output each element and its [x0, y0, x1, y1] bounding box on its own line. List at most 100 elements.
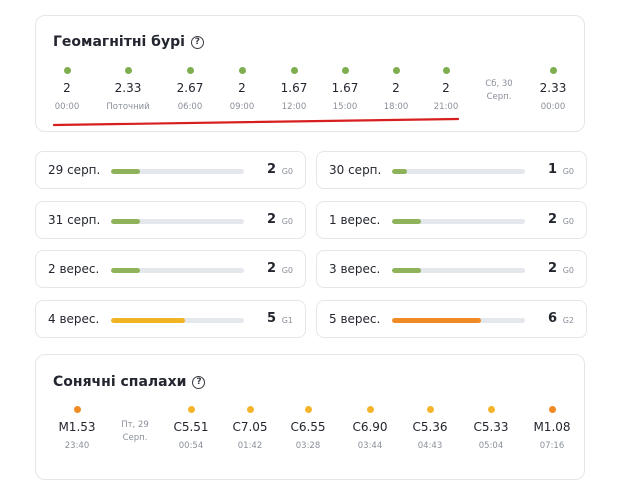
reading-value: C5.36 — [412, 420, 448, 434]
kp-level-fill — [392, 268, 422, 273]
forecast-day-card[interactable]: 1 верес. 2 G0 — [316, 200, 587, 239]
reading-value: 2 — [63, 81, 71, 95]
reading-time: 21:00 — [433, 102, 459, 112]
level-dot-icon — [548, 406, 556, 413]
kp-level-fill — [111, 268, 141, 273]
forecast-day-card[interactable]: 29 серп. 2 G0 — [35, 151, 306, 189]
kp-reading: 2 00:00 — [39, 67, 95, 112]
flare-reading: C7.05 01:42 — [222, 406, 278, 451]
reading-time: 15:00 — [332, 102, 358, 112]
kp-reading: 2 18:00 — [368, 67, 424, 112]
level-dot-icon — [487, 406, 495, 413]
level-dot-icon — [426, 406, 434, 413]
forecast-day-label: 29 серп. — [48, 163, 101, 177]
kp-level-bar — [392, 268, 525, 273]
forecast-day-card[interactable]: 4 верес. 5 G1 — [35, 299, 306, 338]
level-dot-icon — [238, 67, 246, 74]
kp-level-bar — [392, 218, 525, 224]
forecast-day-card[interactable]: 31 серп. 2 G0 — [35, 200, 306, 239]
reading-time: 03:44 — [357, 441, 383, 451]
kp-level-fill — [392, 218, 422, 224]
reading-time: 06:00 — [177, 102, 203, 112]
reading-value: C5.51 — [173, 420, 209, 434]
level-dot-icon — [304, 406, 312, 413]
reading-value: 2 — [238, 81, 246, 95]
reading-time: 09:00 — [229, 102, 255, 112]
flare-reading: C5.51 00:54 — [163, 406, 219, 451]
kp-index-value: 2 — [266, 211, 276, 227]
forecast-day-label: 31 серп. — [48, 212, 101, 227]
forecast-day-card[interactable]: 3 верес. 2 G0 — [316, 250, 587, 288]
storm-scale-label: G0 — [562, 167, 574, 176]
reading-time: 00:00 — [54, 102, 80, 112]
date-marker-month: Серп. — [486, 92, 512, 102]
flare-reading: C5.36 04:43 — [402, 406, 458, 451]
kp-reading: 1.67 15:00 — [317, 67, 373, 112]
kp-index-value: 2 — [266, 162, 276, 177]
solar-title-text: Сонячні спалахи — [53, 374, 187, 390]
kp-level-bar — [111, 218, 244, 224]
forecast-day-card[interactable]: 5 верес. 6 G2 — [316, 299, 587, 338]
reading-time: 12:00 — [281, 102, 307, 112]
date-marker: Сб, 30 Серп. — [474, 78, 524, 104]
geomagnetic-storms-card: Геомагнітні бурі ? 2 00:00 2.33 Поточний 2.6… — [35, 15, 585, 132]
date-marker-day: Сб, 30 — [485, 79, 513, 89]
kp-level-bar — [392, 317, 525, 323]
kp-level-fill — [111, 218, 141, 224]
reading-value: C7.05 — [232, 420, 268, 434]
flare-reading: C5.33 05:04 — [463, 406, 519, 451]
kp-index-value: 2 — [547, 211, 557, 227]
kp-index-value: 5 — [266, 310, 276, 326]
forecast-day-card[interactable]: 2 верес. 2 G0 — [35, 250, 306, 288]
date-marker: Пт, 29 Серп. — [110, 419, 160, 445]
kp-reading: 2.67 06:00 — [162, 67, 218, 112]
geomagnetic-title-text: Геомагнітні бурі — [53, 34, 185, 50]
reading-time: 04:43 — [417, 441, 443, 451]
level-dot-icon — [549, 67, 557, 74]
reading-value: C6.90 — [352, 420, 388, 434]
storm-scale-label: G0 — [562, 216, 574, 226]
storm-scale-label: G0 — [281, 266, 293, 275]
flare-reading: M1.53 23:40 — [49, 406, 105, 451]
reading-time: 00:00 — [540, 102, 566, 112]
storm-scale-label: G0 — [562, 266, 574, 275]
forecast-day-label: 4 верес. — [48, 311, 100, 326]
kp-level-fill — [392, 169, 407, 174]
forecast-day-card[interactable]: 30 серп. 1 G0 — [316, 151, 587, 189]
kp-index-value: 2 — [266, 261, 276, 276]
storm-scale-label: G0 — [281, 216, 293, 226]
flare-reading: C6.90 03:44 — [342, 406, 398, 451]
forecast-day-label: 5 верес. — [329, 311, 381, 326]
solar-flares-title: Сонячні спалахи ? — [53, 374, 206, 390]
reading-value: C5.33 — [473, 420, 509, 434]
level-dot-icon — [442, 67, 450, 74]
kp-level-bar — [111, 268, 244, 273]
level-dot-icon — [63, 67, 71, 74]
forecast-day-label: 3 верес. — [329, 262, 381, 276]
reading-time: 00:54 — [178, 441, 204, 451]
kp-reading: 2 21:00 — [418, 67, 474, 112]
help-icon[interactable]: ? — [192, 375, 206, 389]
flare-reading: M1.08 07:16 — [524, 406, 580, 451]
level-dot-icon — [186, 67, 194, 74]
storm-scale-label: G0 — [281, 167, 293, 176]
forecast-day-label: 2 верес. — [48, 262, 100, 276]
reading-value: 2.67 — [176, 81, 204, 95]
level-dot-icon — [341, 67, 349, 74]
geomagnetic-storms-title: Геомагнітні бурі ? — [53, 34, 204, 50]
kp-reading: 2 09:00 — [214, 67, 270, 112]
reading-value: M1.08 — [533, 420, 571, 434]
storm-scale-label: G2 — [562, 315, 574, 325]
level-dot-icon — [290, 67, 298, 74]
kp-reading: 2.33 00:00 — [525, 67, 581, 112]
reading-time: 01:42 — [237, 441, 263, 451]
kp-level-fill — [111, 317, 186, 323]
kp-reading: 2.33 Поточний — [100, 67, 156, 112]
help-icon[interactable]: ? — [190, 35, 204, 49]
reading-value: M1.53 — [58, 420, 96, 434]
reading-time: 05:04 — [478, 441, 504, 451]
kp-reading: 1.67 12:00 — [266, 67, 322, 112]
reading-value: 2 — [392, 81, 400, 95]
reading-value: C6.55 — [290, 420, 326, 434]
kp-index-value: 2 — [547, 261, 557, 276]
